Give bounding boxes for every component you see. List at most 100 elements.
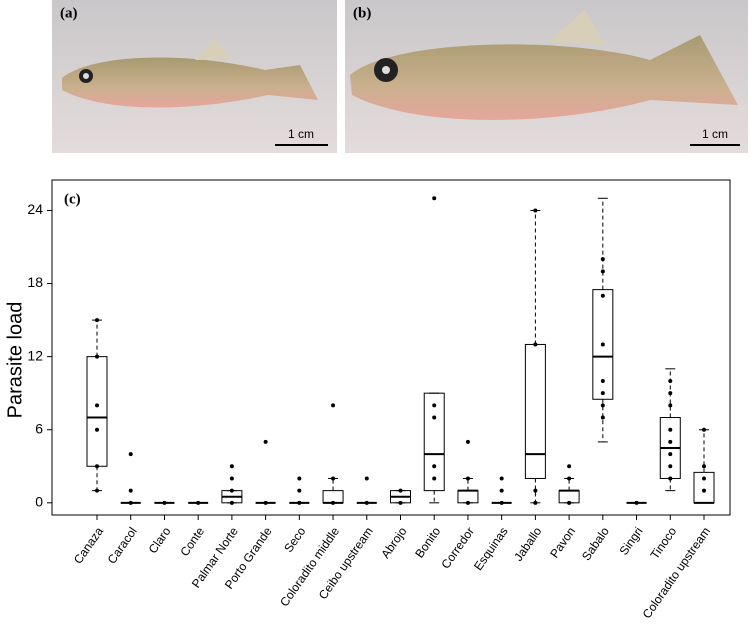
data-point <box>668 379 673 383</box>
data-point <box>95 318 99 323</box>
y-tick-label: 12 <box>27 347 43 363</box>
data-point <box>600 342 605 347</box>
x-tick-label: Tinoco <box>647 524 679 561</box>
x-tick-label: Coloradito upstream <box>640 525 713 622</box>
data-point <box>128 488 133 493</box>
x-tick-label: Esquinas <box>471 525 511 573</box>
data-point <box>364 500 369 505</box>
data-point <box>95 354 99 359</box>
x-tick-label: Caracol <box>105 525 140 567</box>
data-point <box>668 439 673 444</box>
box <box>423 392 445 492</box>
data-point <box>567 476 572 481</box>
data-point <box>229 476 234 481</box>
box <box>592 289 614 400</box>
data-point <box>331 403 336 408</box>
x-tick-label: Seco <box>281 524 308 555</box>
data-point <box>499 476 504 481</box>
data-point <box>668 403 673 408</box>
data-point <box>331 500 336 505</box>
panel-label: (a) <box>60 5 78 21</box>
data-point <box>702 488 706 493</box>
data-point <box>702 464 706 469</box>
data-point <box>668 452 673 457</box>
photo-a: (a) 1 cm <box>52 0 337 153</box>
x-tick-label: Singri <box>617 525 646 558</box>
data-point <box>364 476 369 481</box>
data-point <box>668 464 673 469</box>
data-point <box>533 208 538 213</box>
data-point <box>702 427 706 432</box>
x-tick-label: Jaballo <box>511 524 544 563</box>
data-point <box>533 500 538 505</box>
x-tick-label: Pavon <box>547 525 578 561</box>
data-point <box>432 196 437 201</box>
data-point <box>229 500 234 505</box>
x-tick-label: Abrojo <box>378 524 410 561</box>
data-point <box>263 500 268 505</box>
data-point <box>128 500 133 505</box>
x-tick-label: Canaza <box>71 524 106 566</box>
panel-label: (b) <box>353 5 371 21</box>
data-point <box>95 427 99 432</box>
data-point <box>465 439 470 444</box>
data-point <box>162 500 167 505</box>
data-point <box>600 257 605 262</box>
data-point <box>432 476 437 481</box>
y-tick-label: 18 <box>27 274 43 290</box>
y-axis-label: Parasite load <box>4 302 26 419</box>
data-point <box>600 415 605 420</box>
x-tick-label: Sabalo <box>579 524 612 563</box>
data-point <box>432 403 437 408</box>
data-point <box>432 415 437 420</box>
data-point <box>600 269 605 274</box>
data-point <box>229 464 234 469</box>
data-point <box>95 488 99 493</box>
y-tick-label: 6 <box>35 420 43 436</box>
box <box>86 356 108 467</box>
photo-b: (b) 1 cm <box>345 0 748 153</box>
data-point <box>668 476 673 481</box>
data-point <box>600 379 605 383</box>
data-point <box>331 476 336 481</box>
data-point <box>668 427 673 432</box>
y-tick-label: 24 <box>27 201 43 217</box>
data-point <box>499 488 504 493</box>
data-point <box>702 476 706 481</box>
x-tick-label: Bonito <box>412 524 443 560</box>
x-tick-label: Claro <box>146 524 174 556</box>
data-point <box>297 476 302 481</box>
data-point <box>600 391 605 396</box>
data-point <box>465 476 470 481</box>
data-point <box>533 488 538 493</box>
data-point <box>600 403 605 408</box>
data-point <box>567 464 572 469</box>
data-point <box>567 500 572 505</box>
plot-frame <box>51 179 731 516</box>
data-point <box>297 500 302 505</box>
x-tick-label: Coloradito middle <box>277 524 342 609</box>
data-point <box>634 500 639 505</box>
panel-label: (c) <box>64 191 81 207</box>
data-point <box>229 488 234 493</box>
data-point <box>95 464 99 469</box>
data-point <box>398 488 403 493</box>
data-point <box>499 500 504 505</box>
data-point <box>432 464 437 469</box>
data-point <box>600 293 605 298</box>
data-point <box>263 439 268 444</box>
y-tick-label: 0 <box>35 494 43 510</box>
data-point <box>95 403 99 408</box>
scale-label: 1 cm <box>288 127 314 141</box>
data-point <box>668 391 673 396</box>
data-point <box>196 500 201 505</box>
box <box>524 343 546 479</box>
data-point <box>398 500 403 505</box>
data-point <box>465 500 470 505</box>
data-point <box>297 488 302 493</box>
data-point <box>128 452 133 457</box>
scale-label: 1 cm <box>702 127 728 141</box>
x-tick-label: Conte <box>177 524 207 559</box>
data-point <box>533 342 538 347</box>
